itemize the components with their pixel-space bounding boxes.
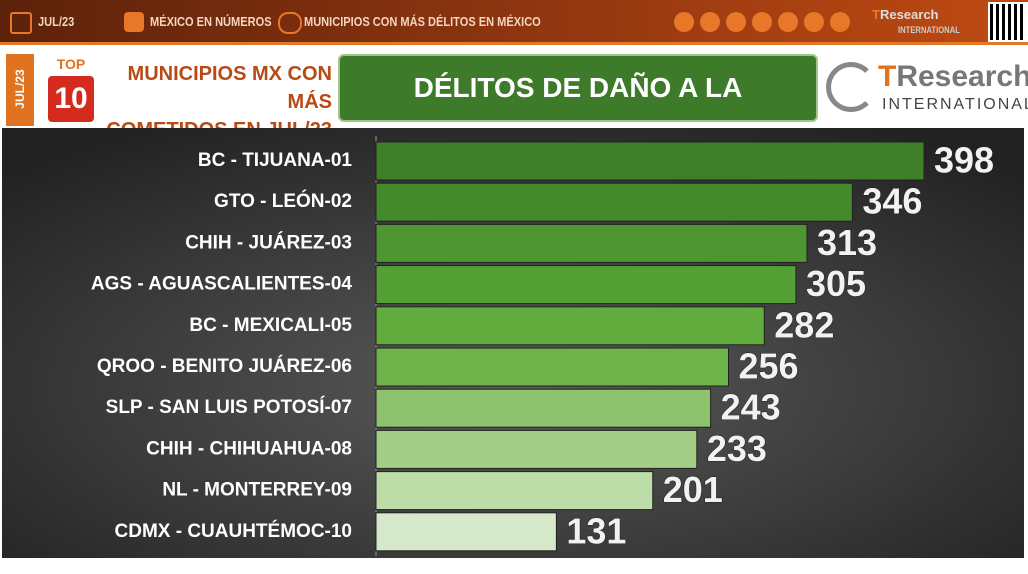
bar (375, 141, 925, 181)
logo-initial: T (872, 7, 880, 22)
value-label: 256 (738, 346, 798, 387)
bar (375, 223, 808, 263)
category-label: BC - MEXICALI-05 (189, 315, 352, 336)
top-link[interactable]: MUNICIPIOS CON MÁS DÉLITOS EN MÉXICO (304, 14, 541, 29)
linkedin-icon[interactable] (804, 12, 824, 32)
bar (375, 182, 853, 222)
qr-code (988, 2, 1028, 42)
value-label: 282 (774, 304, 834, 345)
top-bar: JUL/23 MÉXICO EN NÚMEROS MUNICIPIOS CON … (0, 0, 1028, 45)
side-tab: JUL/23 (6, 54, 34, 126)
bar (375, 347, 729, 387)
bar (375, 512, 557, 552)
value-label: 131 (566, 510, 626, 551)
value-label: 243 (721, 387, 781, 428)
value-label: 233 (707, 428, 767, 469)
category-label: SLP - SAN LUIS POTOSÍ-07 (106, 396, 352, 418)
category-label: QROO - BENITO JUÁREZ-06 (97, 355, 352, 377)
bar (375, 265, 797, 305)
top-date[interactable]: JUL/23 (38, 14, 75, 29)
bar (375, 306, 765, 346)
top-logo: TResearch (872, 6, 939, 23)
category-label: NL - MONTERREY-09 (162, 480, 352, 501)
web-icon[interactable] (674, 12, 694, 32)
top-label: TOP (56, 56, 86, 72)
bar (375, 429, 698, 469)
bar (375, 471, 654, 511)
value-label: 398 (934, 140, 994, 181)
top-link[interactable]: MÉXICO EN NÚMEROS (150, 14, 272, 29)
category-label: CHIH - CHIHUAHUA-08 (146, 438, 352, 459)
twitter-icon[interactable] (752, 12, 772, 32)
title-line: MUNICIPIOS MX CON MÁS (127, 63, 332, 113)
logo-brand: Research (896, 60, 1028, 93)
map-icon (124, 12, 144, 32)
value-label: 305 (806, 263, 866, 304)
facebook-icon[interactable] (778, 12, 798, 32)
value-label: 201 (663, 469, 723, 510)
logo-brand: Research (879, 7, 939, 22)
category-label: GTO - LEÓN-02 (214, 190, 352, 212)
value-label: 313 (817, 222, 877, 263)
mail-icon[interactable] (726, 12, 746, 32)
value-label: 346 (862, 181, 922, 222)
logo-mark (826, 62, 876, 112)
rank: 10 (48, 76, 94, 122)
chat-icon (278, 12, 302, 34)
logo-sub: INTERNATIONAL (898, 25, 960, 35)
category-label: CHIH - JUÁREZ-03 (185, 231, 352, 253)
category-label: BC - TIJUANA-01 (198, 150, 353, 171)
header-logo: TResearch (878, 60, 1028, 94)
calendar-icon (10, 12, 32, 34)
phone-icon[interactable] (700, 12, 720, 32)
youtube-icon[interactable] (830, 12, 850, 32)
category-label: AGS - AGUASCALIENTES-04 (91, 274, 353, 295)
logo-initial: T (878, 60, 897, 93)
logo-sub: INTERNATIONAL (882, 96, 1028, 113)
category-label: CDMX - CUAUHTÉMOC-10 (115, 520, 353, 542)
bar (375, 388, 712, 428)
